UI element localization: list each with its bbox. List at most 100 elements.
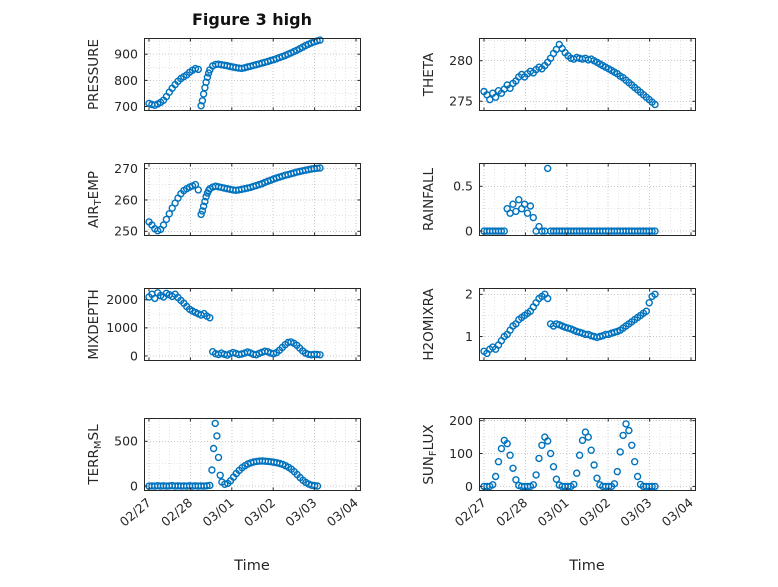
y-tick-label: 275 (449, 94, 473, 109)
data-point (197, 210, 205, 219)
data-point (651, 227, 659, 235)
data-point (538, 227, 546, 235)
data-point (165, 210, 174, 218)
x-tick-label: 03/01 (199, 495, 236, 530)
x-tick-label: 02/28 (158, 495, 195, 530)
data-point (610, 480, 619, 488)
subplot-rainfall: 0 0.5 RAINFALL (421, 162, 697, 238)
subplot-mixdepth: 0 1000 2000 MIXDEPTH (86, 287, 362, 363)
data-point (497, 227, 506, 235)
data-point (651, 482, 659, 491)
data-point (573, 469, 581, 477)
data-point (535, 454, 543, 463)
y-tick-label: 500 (114, 434, 138, 449)
scatter-series-air_temp (145, 164, 324, 235)
data-point (631, 458, 639, 466)
y-tick-label: 0 (130, 478, 138, 493)
data-point (546, 449, 555, 458)
data-point (549, 463, 558, 471)
y-tick-label: 270 (114, 161, 138, 176)
data-point (628, 441, 636, 449)
data-point (206, 314, 214, 322)
data-point (645, 299, 653, 307)
subplot-theta: 275 280 THETA (421, 37, 697, 112)
data-point (191, 180, 200, 189)
y-tick-label: 280 (449, 53, 473, 68)
x-tick-label: 02/27 (452, 495, 489, 530)
data-point (633, 472, 642, 481)
data-point (616, 448, 624, 456)
data-point (206, 481, 214, 490)
data-point (198, 97, 207, 105)
data-point (515, 195, 523, 204)
time-xlabel-left: Time (233, 558, 270, 574)
data-point (216, 471, 224, 479)
x-tick-label: 02/28 (493, 495, 530, 530)
data-point (523, 209, 532, 217)
y-tick-label: 260 (114, 192, 138, 207)
data-point (529, 481, 537, 489)
data-point (491, 472, 500, 481)
data-point (642, 307, 650, 315)
data-point (544, 437, 552, 445)
data-point (506, 451, 514, 459)
data-point (316, 36, 324, 44)
y-axis-label-theta: THETA (421, 52, 437, 97)
data-point (208, 466, 216, 474)
y-tick-label: 700 (114, 99, 138, 114)
y-axis-label-pressure: PRESSURE (86, 39, 102, 110)
data-point (619, 431, 627, 440)
data-point (590, 461, 598, 469)
subplot-sun_flux: 0 100 200 SUNFLUX 02/27 02/28 03/01 03/02 03/03 0… (421, 413, 697, 530)
data-point (494, 458, 503, 466)
x-tick-label: 03/02 (576, 495, 613, 530)
data-point (211, 419, 219, 428)
subplot-grid: 700 800 900 PRESSURE 275 280 THETA 250 260 270 AIR… (86, 36, 697, 530)
data-point (497, 444, 506, 453)
y-tick-label: 100 (449, 446, 473, 461)
data-point (162, 215, 171, 224)
y-tick-label: 200 (449, 413, 473, 428)
data-point (151, 294, 159, 303)
data-point (575, 451, 584, 459)
data-point (201, 197, 209, 206)
data-point (613, 467, 621, 476)
axes-box (143, 37, 362, 112)
data-point (214, 453, 223, 462)
y-tick-label: 1 (465, 329, 473, 344)
data-point (194, 65, 203, 74)
y-tick-label: 0 (130, 348, 138, 363)
data-point (198, 207, 207, 215)
axes-box (478, 162, 697, 237)
data-point (202, 193, 210, 201)
scatter-series-h2omixra (480, 290, 659, 358)
data-point (491, 93, 500, 101)
x-tick-label: 02/27 (117, 495, 154, 530)
y-tick-label: 0 (465, 479, 473, 494)
subplot-pressure: 700 800 900 PRESSURE (86, 36, 362, 114)
axes-box (478, 37, 697, 112)
y-axis-label-terr_msl: TERRMSL (86, 424, 104, 486)
subplot-air_temp: 250 260 270 AIRTEMP (86, 161, 362, 239)
y-tick-label: 250 (114, 224, 138, 239)
data-point (622, 420, 630, 428)
data-point (197, 102, 205, 110)
data-point (489, 481, 497, 489)
data-point (651, 290, 659, 298)
scatter-series-rainfall (480, 164, 659, 235)
data-point (509, 200, 517, 208)
y-tick-label: 2000 (106, 292, 138, 307)
y-axis-label-air_temp: AIRTEMP (86, 171, 104, 228)
data-point (509, 464, 517, 472)
axes-box (478, 417, 697, 492)
x-tick-label: 03/03 (282, 495, 319, 530)
data-point (512, 476, 520, 484)
data-point (313, 482, 322, 490)
data-point (584, 433, 592, 441)
axes-box (478, 287, 697, 362)
data-point (538, 441, 546, 449)
scatter-series-terr_msl (145, 419, 322, 490)
data-point (209, 444, 218, 453)
data-point (552, 475, 561, 483)
